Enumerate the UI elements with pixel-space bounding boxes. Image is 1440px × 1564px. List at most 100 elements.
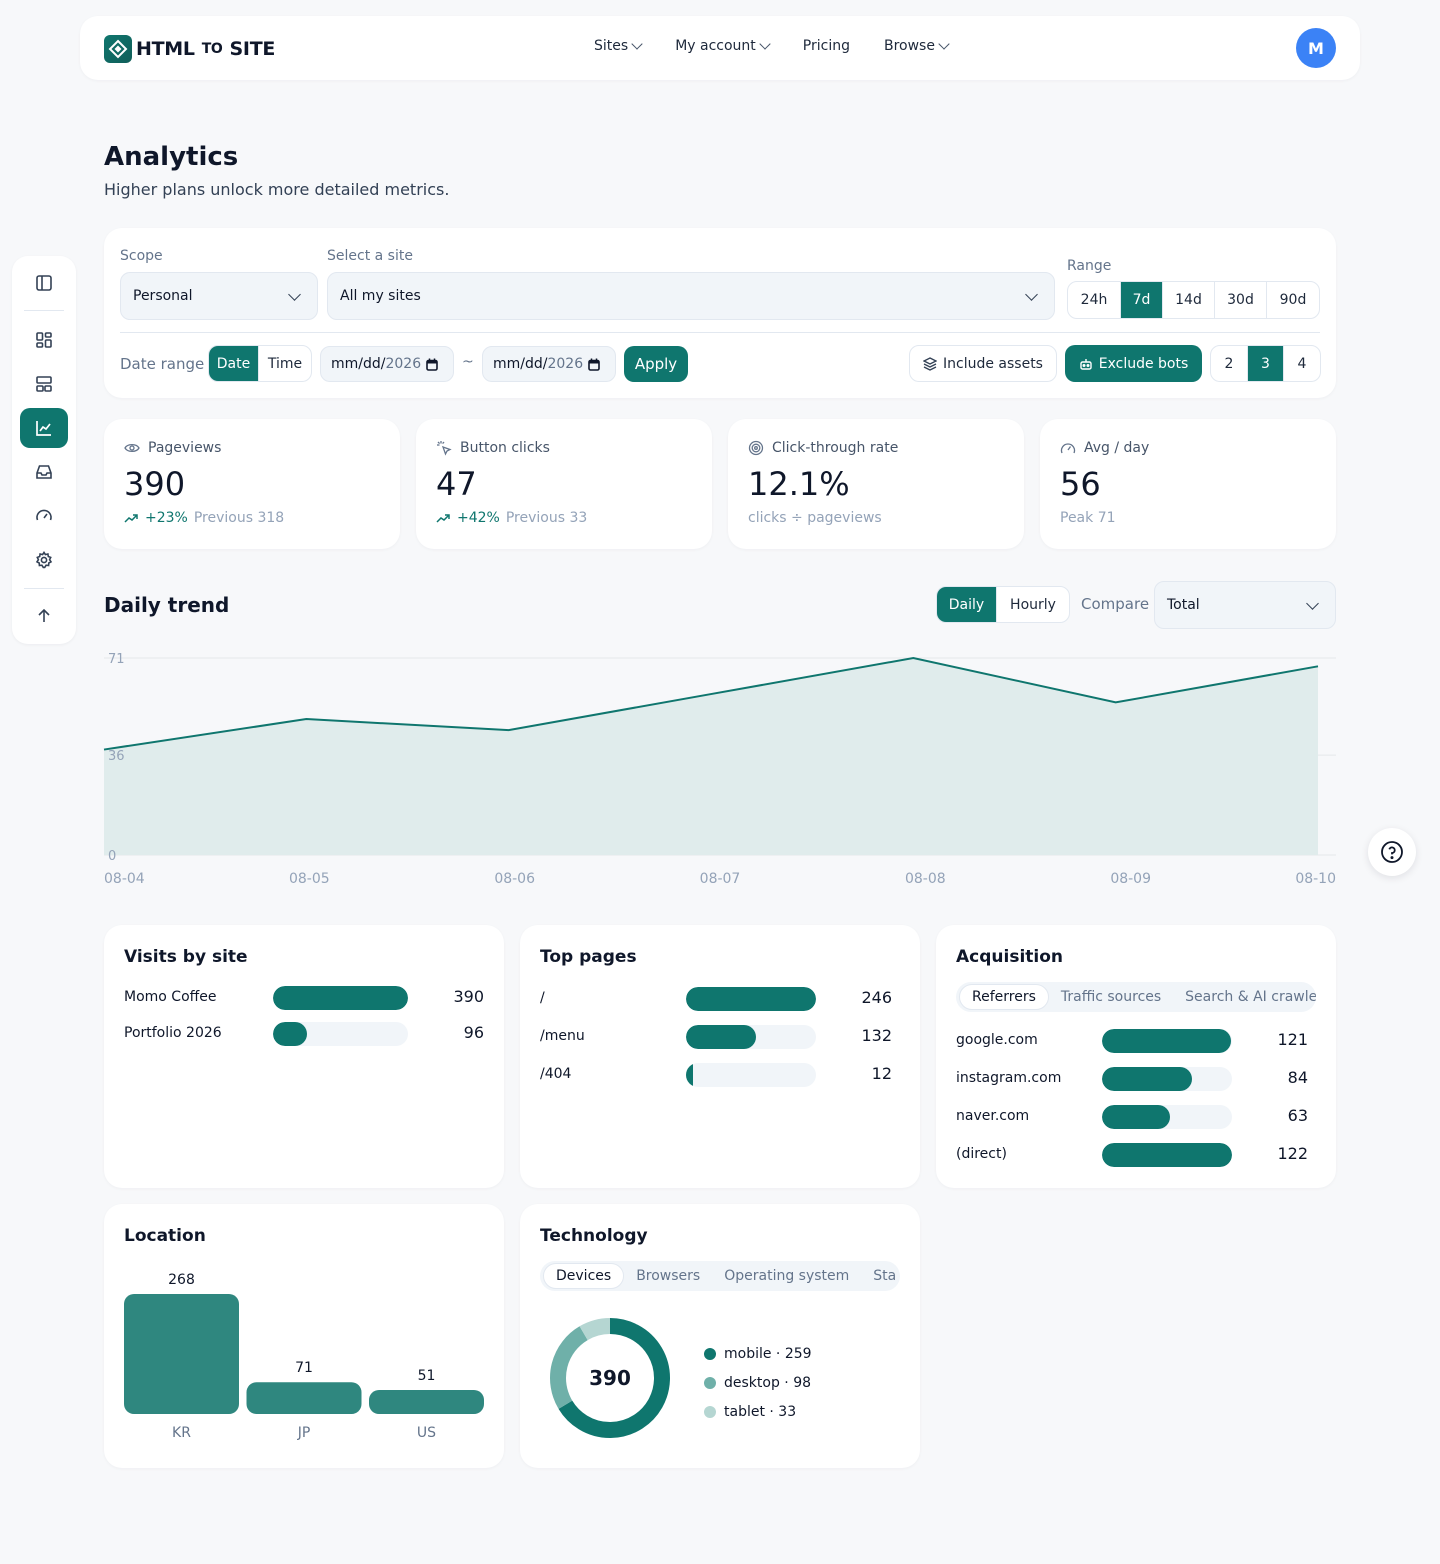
stat-card-pageviews: Pageviews 390 +23% Previous 318 xyxy=(104,419,400,549)
card-title: Visits by site xyxy=(124,947,248,967)
date-mode-time[interactable]: Time xyxy=(267,355,303,372)
list-item-label: google.com xyxy=(956,1032,1038,1048)
tab-traffic-sources[interactable]: Traffic sources xyxy=(1060,989,1162,1005)
inbox-icon[interactable] xyxy=(20,452,68,492)
stat-value: 12.1% xyxy=(748,465,850,503)
list-item-value: 12 xyxy=(871,1064,892,1083)
scope-select[interactable]: Personal xyxy=(120,272,318,320)
main-nav: Sites My account Pricing Browse xyxy=(594,38,982,54)
legend-label: mobile · 259 xyxy=(724,1345,812,1362)
layout-icon[interactable] xyxy=(20,364,68,404)
range-24h[interactable]: 24h xyxy=(1068,282,1121,318)
trend-chart: 0 36 71 08-04 08-05 08-06 08-07 08-08 08-09 08-10 xyxy=(103,652,1336,887)
list-item-value: 246 xyxy=(861,988,892,1007)
speedometer-icon[interactable] xyxy=(20,496,68,536)
nav-my-account[interactable]: My account xyxy=(675,38,771,54)
stat-label: Pageviews xyxy=(148,440,222,456)
tab-browsers[interactable]: Browsers xyxy=(636,1268,701,1284)
stat-value: 47 xyxy=(436,465,477,503)
mode-daily[interactable]: Daily xyxy=(937,587,997,622)
user-avatar[interactable]: M xyxy=(1296,28,1336,68)
tab-search-ai-crawlers[interactable]: Search & AI crawlers xyxy=(1185,989,1316,1005)
calendar-icon xyxy=(588,358,600,371)
bar-fill xyxy=(273,986,408,1010)
exclude-bots-button[interactable]: Exclude bots xyxy=(1065,345,1202,382)
nav-browse[interactable]: Browse xyxy=(884,38,950,54)
bar-fill xyxy=(686,987,816,1011)
x-tick-label: 08-06 xyxy=(494,871,535,887)
help-button[interactable] xyxy=(1368,828,1416,876)
level-4[interactable]: 4 xyxy=(1297,355,1307,372)
legend-dot xyxy=(704,1347,716,1360)
bar-fill xyxy=(686,1063,693,1087)
series-area xyxy=(104,658,1318,855)
bar-track xyxy=(1102,1067,1232,1091)
tab-operating-system[interactable]: Operating system xyxy=(724,1268,850,1284)
brand-logo[interactable]: HTML TO SITE xyxy=(104,35,275,63)
page-subtitle: Higher plans unlock more detailed metric… xyxy=(104,180,450,199)
dashboard-icon[interactable] xyxy=(20,320,68,360)
site-select[interactable]: All my sites xyxy=(327,272,1055,320)
brand-text-2: TO xyxy=(201,41,223,57)
bar-value-label: 268 xyxy=(168,1272,195,1288)
location-bar xyxy=(124,1294,239,1414)
level-segment: 2 3 4 xyxy=(1210,345,1321,382)
visits-by-site-card: Visits by site Momo Coffee 390 Portfolio… xyxy=(104,925,504,1188)
tab-devices[interactable]: Devices xyxy=(543,1263,625,1289)
stat-card-ctr: Click-through rate 12.1% clicks ÷ pagevi… xyxy=(728,419,1024,549)
eye-icon xyxy=(124,443,140,453)
level-3[interactable]: 3 xyxy=(1248,346,1284,381)
date-separator: ~ xyxy=(462,354,474,370)
date-from-input[interactable]: mm/dd/2026 xyxy=(320,346,454,382)
bar-track xyxy=(1102,1143,1232,1167)
range-label: Range xyxy=(1067,258,1112,274)
range-30d[interactable]: 30d xyxy=(1215,282,1267,318)
tab-referrers[interactable]: Referrers xyxy=(959,984,1049,1010)
donut-total: 390 xyxy=(589,1366,631,1390)
trend-title: Daily trend xyxy=(104,593,230,617)
range-14d[interactable]: 14d xyxy=(1163,282,1215,318)
sidebar xyxy=(12,256,76,644)
date-mode-date[interactable]: Date xyxy=(209,346,259,381)
include-assets-button[interactable]: Include assets xyxy=(909,345,1057,382)
gauge-icon xyxy=(1060,443,1076,454)
range-90d[interactable]: 90d xyxy=(1279,292,1307,308)
technology-card: Technology Devices Browsers Operating sy… xyxy=(520,1204,920,1468)
x-tick-label: 08-08 xyxy=(905,871,946,887)
apply-button[interactable]: Apply xyxy=(624,346,688,382)
bar-fill xyxy=(273,1022,307,1046)
bar-track xyxy=(273,986,408,1010)
chevron-down-icon xyxy=(1025,288,1038,301)
settings-gear-icon[interactable] xyxy=(20,540,68,580)
analytics-icon[interactable] xyxy=(20,408,68,448)
layers-icon xyxy=(923,356,937,371)
chevron-down-icon xyxy=(288,288,301,301)
y-tick-label: 0 xyxy=(108,849,116,864)
compare-select[interactable]: Total xyxy=(1154,581,1336,629)
y-tick-label: 36 xyxy=(108,749,125,764)
location-bar xyxy=(369,1390,484,1414)
level-2[interactable]: 2 xyxy=(1211,346,1248,381)
bar-track xyxy=(1102,1105,1232,1129)
sidebar-toggle-icon[interactable] xyxy=(20,263,68,303)
arrow-up-icon[interactable] xyxy=(20,596,68,636)
nav-pricing[interactable]: Pricing xyxy=(803,38,850,54)
nav-sites[interactable]: Sites xyxy=(594,38,643,54)
bar-track xyxy=(686,1063,816,1087)
card-title: Acquisition xyxy=(956,947,1064,967)
stat-value: 56 xyxy=(1060,465,1101,503)
trend-mode-segment: Daily Hourly xyxy=(936,586,1070,623)
pointer-click-icon xyxy=(437,441,452,456)
range-7d[interactable]: 7d xyxy=(1121,282,1163,318)
stat-label: Button clicks xyxy=(460,440,550,456)
mode-hourly[interactable]: Hourly xyxy=(1010,596,1056,613)
bar-category-label: KR xyxy=(172,1425,191,1441)
scope-label: Scope xyxy=(120,248,163,264)
sidebar-divider xyxy=(24,588,64,589)
donut-slice xyxy=(558,1318,670,1438)
compare-label: Compare xyxy=(1081,595,1150,613)
tab-sta[interactable]: Sta xyxy=(873,1268,897,1284)
question-icon xyxy=(1381,841,1403,863)
date-to-input[interactable]: mm/dd/2026 xyxy=(482,346,616,382)
x-tick-label: 08-09 xyxy=(1110,871,1151,887)
